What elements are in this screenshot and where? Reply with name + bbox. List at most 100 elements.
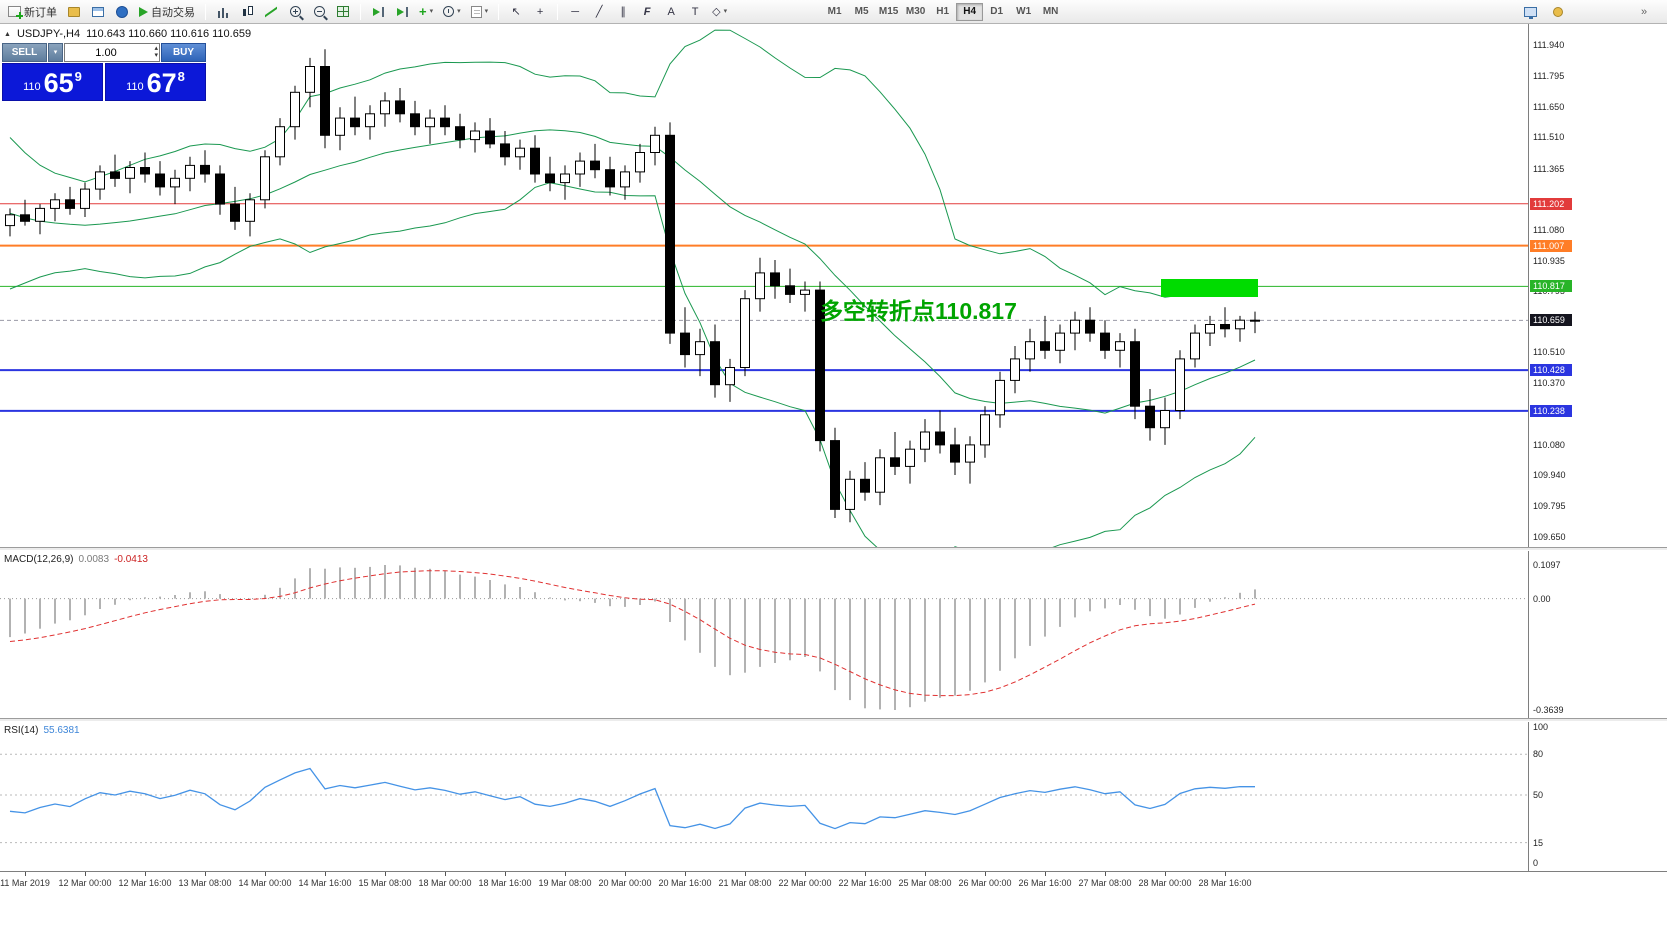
chart-shift-icon <box>396 6 409 17</box>
volume-up-icon[interactable]: ▴ <box>154 45 158 52</box>
axis-tick-label: 0 <box>1533 858 1539 868</box>
horizontal-line-button[interactable]: ─ <box>564 2 586 22</box>
profiles-button[interactable] <box>63 2 85 22</box>
timeframe-m1-button[interactable]: M1 <box>827 5 842 17</box>
rsi-pane[interactable]: RSI(14) 55.6381 <box>0 722 1529 871</box>
clock-icon <box>443 6 455 17</box>
shapes-button[interactable]: ◇ ▾ <box>708 2 731 22</box>
time-label: 21 Mar 08:00 <box>718 878 772 888</box>
time-axis-tick <box>1165 872 1166 876</box>
time-label: 26 Mar 16:00 <box>1018 878 1072 888</box>
volume-input[interactable] <box>65 44 159 61</box>
axis-tick-label: 109.650 <box>1533 532 1566 542</box>
toolbar-separator <box>557 3 559 20</box>
shapes-icon: ◇ <box>712 5 721 18</box>
timeframe-m30-button[interactable]: M30 <box>905 5 926 17</box>
pane-splitter[interactable] <box>0 547 1667 551</box>
zoom-in-button[interactable] <box>284 2 306 22</box>
axis-tick-label: 110.370 <box>1533 378 1565 388</box>
overflow-chevron-icon: » <box>1641 6 1648 18</box>
volume-box: ▴ ▾ <box>64 43 160 62</box>
annotation-text[interactable]: 多空转折点110.817 <box>820 298 1017 324</box>
data-window-button[interactable] <box>87 2 109 22</box>
order-type-dropdown[interactable]: ▾ <box>48 43 63 62</box>
channel-icon: ∥ <box>620 5 626 18</box>
timeframe-h4-button[interactable]: H4 <box>956 2 984 21</box>
price-axis[interactable]: 111.940 111.795 111.650 111.510 111.365 111.0… <box>1529 24 1667 871</box>
mql5-button[interactable] <box>111 2 133 22</box>
timeframe-m15-button[interactable]: M15 <box>878 5 899 17</box>
axis-tick-label: 111.080 <box>1533 225 1565 235</box>
timeframe-d1-button[interactable]: D1 <box>990 5 1004 17</box>
horizontal-line-icon: ─ <box>571 5 580 18</box>
tile-windows-button[interactable] <box>332 2 354 22</box>
axis-tick-label: 100 <box>1533 722 1549 732</box>
auto-scroll-icon <box>372 6 385 17</box>
fibonacci-button[interactable]: F <box>636 2 658 22</box>
panel-toggle-icon[interactable]: ▲ <box>4 30 11 38</box>
main-chart-pane[interactable]: ▲ USDJPY-,H4 110.643 110.660 110.616 110… <box>0 24 1529 547</box>
pane-splitter[interactable] <box>0 718 1667 722</box>
time-label: 28 Mar 16:00 <box>1198 878 1252 888</box>
time-label: 20 Mar 00:00 <box>598 878 652 888</box>
alerts-button[interactable] <box>1547 2 1569 22</box>
buy-price-button[interactable]: 110 67 8 <box>105 63 206 101</box>
periods-button[interactable]: ▾ <box>439 2 465 22</box>
crosshair-icon: + <box>536 5 544 18</box>
chart-shift-button[interactable] <box>391 2 413 22</box>
macd-pane[interactable]: MACD(12,26,9) 0.0083 -0.0413 <box>0 551 1529 718</box>
macd-chart <box>0 565 1528 710</box>
line-chart-icon <box>265 6 277 18</box>
sell-price-button[interactable]: 110 65 9 <box>2 63 103 101</box>
toolbar-separator <box>498 3 500 20</box>
bar-chart-button[interactable] <box>212 2 234 22</box>
price-line-label: 111.202 <box>1530 198 1572 210</box>
time-axis-tick <box>805 872 806 876</box>
trendline-button[interactable]: ╱ <box>588 2 610 22</box>
price-line-label: 110.428 <box>1530 364 1572 376</box>
channel-button[interactable]: ∥ <box>612 2 634 22</box>
time-axis-tick <box>565 872 566 876</box>
bell-icon <box>1553 7 1563 17</box>
sell-button[interactable]: SELL <box>2 43 47 62</box>
timeframe-h1-button[interactable]: H1 <box>936 5 950 17</box>
crosshair-button[interactable]: + <box>529 2 551 22</box>
new-chart-button[interactable] <box>1519 2 1541 22</box>
toolbar-overflow-button[interactable]: » <box>1641 2 1647 22</box>
time-label: 14 Mar 00:00 <box>238 878 292 888</box>
candlestick-chart-button[interactable] <box>236 2 258 22</box>
time-label: 19 Mar 08:00 <box>538 878 592 888</box>
new-order-label: 新订单 <box>24 6 57 19</box>
axis-tick-label: 15 <box>1533 838 1544 848</box>
candlestick-chart <box>0 29 1528 547</box>
autotrading-button[interactable]: 自动交易 <box>135 2 199 22</box>
new-order-icon <box>8 6 23 19</box>
text-label-button[interactable]: T <box>684 2 706 22</box>
timeframe-w1-button[interactable]: W1 <box>1016 5 1032 17</box>
rsi-value: 55.6381 <box>43 725 80 736</box>
zoom-out-button[interactable] <box>308 2 330 22</box>
volume-down-icon[interactable]: ▾ <box>154 52 158 59</box>
caret-down-icon: ▾ <box>457 8 461 15</box>
tile-windows-icon <box>337 6 349 17</box>
new-order-button[interactable]: 新订单 <box>4 2 61 22</box>
fibonacci-icon: F <box>643 5 651 18</box>
time-label: 22 Mar 00:00 <box>778 878 832 888</box>
cursor-button[interactable]: ↖ <box>505 2 527 22</box>
text-button[interactable]: A <box>660 2 682 22</box>
time-label: 13 Mar 08:00 <box>178 878 232 888</box>
rsi-name: RSI(14) <box>4 725 39 736</box>
macd-signal-value: -0.0413 <box>114 554 148 565</box>
buy-button[interactable]: BUY <box>161 43 206 62</box>
timeframe-m5-button[interactable]: M5 <box>854 5 869 17</box>
buy-price-prefix: 110 <box>126 81 144 93</box>
line-chart-button[interactable] <box>260 2 282 22</box>
templates-button[interactable]: ▾ <box>467 2 493 22</box>
sell-price-prefix: 110 <box>23 81 41 93</box>
indicators-button[interactable]: + ▾ <box>415 2 437 22</box>
time-axis-tick <box>865 872 866 876</box>
time-axis[interactable]: 11 Mar 2019 12 Mar 00:00 12 Mar 16:00 13 Ma… <box>0 871 1667 895</box>
volume-stepper[interactable]: ▴ ▾ <box>154 45 158 59</box>
timeframe-mn-button[interactable]: MN <box>1042 5 1059 17</box>
auto-scroll-button[interactable] <box>367 2 389 22</box>
